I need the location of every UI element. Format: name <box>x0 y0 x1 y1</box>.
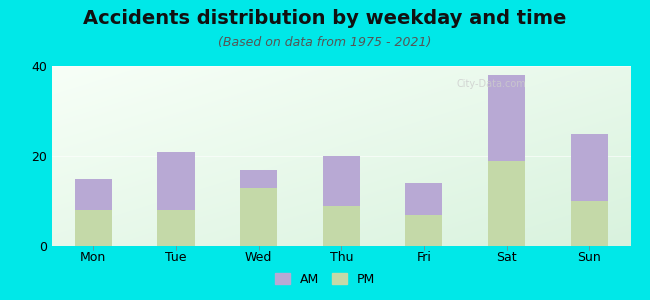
Legend: AM, PM: AM, PM <box>270 268 380 291</box>
Bar <box>488 75 525 160</box>
Bar <box>571 134 608 201</box>
Text: City-Data.com: City-Data.com <box>457 79 526 88</box>
Bar <box>322 156 360 206</box>
Bar <box>75 178 112 210</box>
Bar <box>240 169 277 188</box>
Bar <box>75 210 112 246</box>
Text: Accidents distribution by weekday and time: Accidents distribution by weekday and ti… <box>83 9 567 28</box>
Bar <box>240 188 277 246</box>
Bar <box>157 210 194 246</box>
Bar <box>322 206 360 246</box>
Bar <box>488 160 525 246</box>
Bar <box>406 183 443 214</box>
Bar <box>571 201 608 246</box>
Bar <box>406 214 443 246</box>
Bar <box>157 152 194 210</box>
Text: (Based on data from 1975 - 2021): (Based on data from 1975 - 2021) <box>218 36 432 49</box>
